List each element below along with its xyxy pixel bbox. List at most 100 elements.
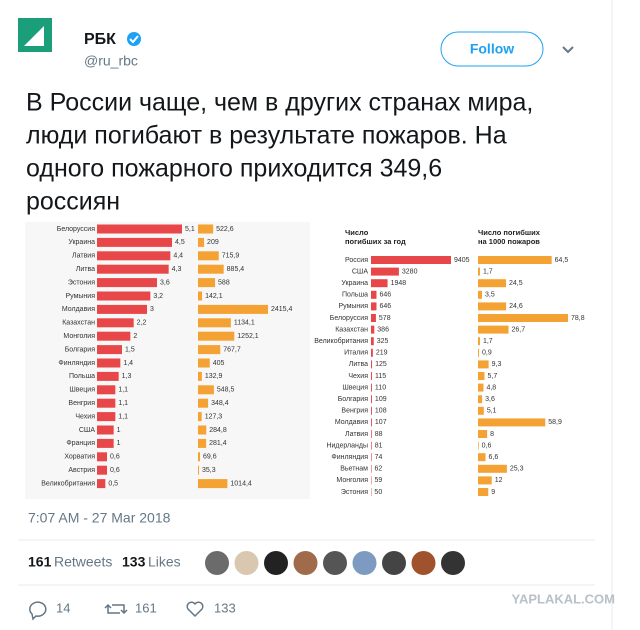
bar <box>97 318 134 328</box>
follow-button[interactable] <box>440 31 544 67</box>
bar <box>97 412 116 422</box>
like-action-count[interactable]: 133 <box>214 600 236 615</box>
liker-avatar[interactable] <box>293 551 318 575</box>
bar <box>97 371 119 381</box>
category-label: США <box>352 268 368 275</box>
column-header: погибших за год <box>345 237 406 246</box>
value-label: 522,6 <box>216 226 234 233</box>
like-count[interactable]: 133 <box>122 554 146 570</box>
reply-icon[interactable] <box>29 601 47 621</box>
liker-avatar[interactable] <box>441 551 465 575</box>
verified-badge <box>127 32 141 46</box>
value-label: 1014,4 <box>230 480 252 487</box>
value-label: 1,1 <box>118 400 128 407</box>
value-label: 1,1 <box>118 413 128 420</box>
bar <box>478 279 506 288</box>
category-label: Венгрия <box>68 400 95 407</box>
category-label: Молдавия <box>62 306 95 313</box>
liker-avatar[interactable] <box>264 551 288 575</box>
liker-avatar[interactable] <box>382 551 406 575</box>
bar <box>97 224 182 234</box>
value-label: 4,5 <box>175 239 185 246</box>
value-label: 4,4 <box>173 253 183 260</box>
category-label: США <box>79 427 95 434</box>
value-label: 4,3 <box>172 266 182 273</box>
value-label: 0,6 <box>110 467 120 474</box>
value-label: 348,4 <box>211 400 229 407</box>
value-label: 69,6 <box>203 454 217 461</box>
like-icon[interactable] <box>186 601 204 618</box>
bar <box>198 264 224 274</box>
retweet-action-count[interactable]: 161 <box>135 600 157 615</box>
value-label: 646 <box>379 292 391 299</box>
value-label: 142,1 <box>205 293 223 300</box>
value-label: 64,5 <box>555 257 569 264</box>
category-label: Румыния <box>65 293 95 300</box>
bar <box>478 430 488 438</box>
bar <box>478 476 492 485</box>
value-label: 35,3 <box>202 467 216 474</box>
value-label: 3,2 <box>153 293 163 300</box>
category-label: Монголия <box>336 477 368 484</box>
retweet-icon[interactable] <box>104 603 128 615</box>
bar <box>198 237 205 247</box>
menu-chevron[interactable] <box>562 46 574 54</box>
value-label: 9,3 <box>492 361 502 368</box>
bar <box>371 348 373 357</box>
bar <box>478 406 484 415</box>
bar <box>371 476 372 485</box>
bar <box>478 348 480 357</box>
category-label: Белоруссия <box>57 226 95 233</box>
category-label: Швеция <box>342 384 368 391</box>
value-label: 386 <box>377 326 389 333</box>
bar <box>478 383 484 392</box>
category-label: Финляндия <box>331 454 368 461</box>
liker-avatar[interactable] <box>352 551 377 575</box>
bar <box>478 302 507 311</box>
category-label: Нидерланды <box>326 442 368 449</box>
bar <box>97 345 122 355</box>
timestamp[interactable]: 7:07 AM - 27 Mar 2018 <box>28 510 171 526</box>
category-label: Белоруссия <box>330 315 368 322</box>
value-label: 284,8 <box>209 427 227 434</box>
logo <box>24 26 44 46</box>
author-handle[interactable]: @ru_rbc <box>84 53 138 69</box>
check <box>129 35 139 44</box>
value-label: 5,1 <box>185 226 195 233</box>
like-label[interactable]: Likes <box>148 554 181 570</box>
bar <box>478 337 480 346</box>
bar <box>478 256 552 264</box>
value-label: 1948 <box>391 280 407 287</box>
retweet-count[interactable]: 161 <box>28 554 52 570</box>
bar <box>198 385 214 395</box>
bar <box>478 325 509 334</box>
reply-count[interactable]: 14 <box>56 600 70 615</box>
bar <box>97 465 107 475</box>
value-label: 1 <box>117 440 121 447</box>
bar <box>97 479 106 489</box>
value-label: 2,2 <box>137 320 147 327</box>
tweet-text-line: люди погибают в результате пожаров. На <box>26 122 507 150</box>
value-label: 209 <box>207 239 219 246</box>
bar <box>478 464 507 473</box>
author-name[interactable]: РБК <box>84 31 116 48</box>
category-label: Молдавия <box>335 419 368 426</box>
bar <box>371 464 372 473</box>
liker-avatar[interactable] <box>205 551 229 575</box>
liker-avatar[interactable] <box>323 551 347 575</box>
category-label: Швеция <box>69 387 95 394</box>
liker-avatar[interactable] <box>411 551 436 575</box>
value-label: 4,8 <box>486 384 496 391</box>
category-label: Казахстан <box>62 320 95 327</box>
category-label: Монголия <box>63 333 95 340</box>
bar <box>371 290 377 299</box>
bar <box>198 291 203 301</box>
retweet-label[interactable]: Retweets <box>54 554 112 570</box>
value-label: 109 <box>375 396 387 403</box>
bar <box>371 337 374 346</box>
liker-avatar[interactable] <box>234 551 259 575</box>
bar <box>97 385 116 395</box>
follow-label[interactable]: Follow <box>470 41 514 57</box>
bar <box>97 358 121 368</box>
bar <box>371 314 376 322</box>
